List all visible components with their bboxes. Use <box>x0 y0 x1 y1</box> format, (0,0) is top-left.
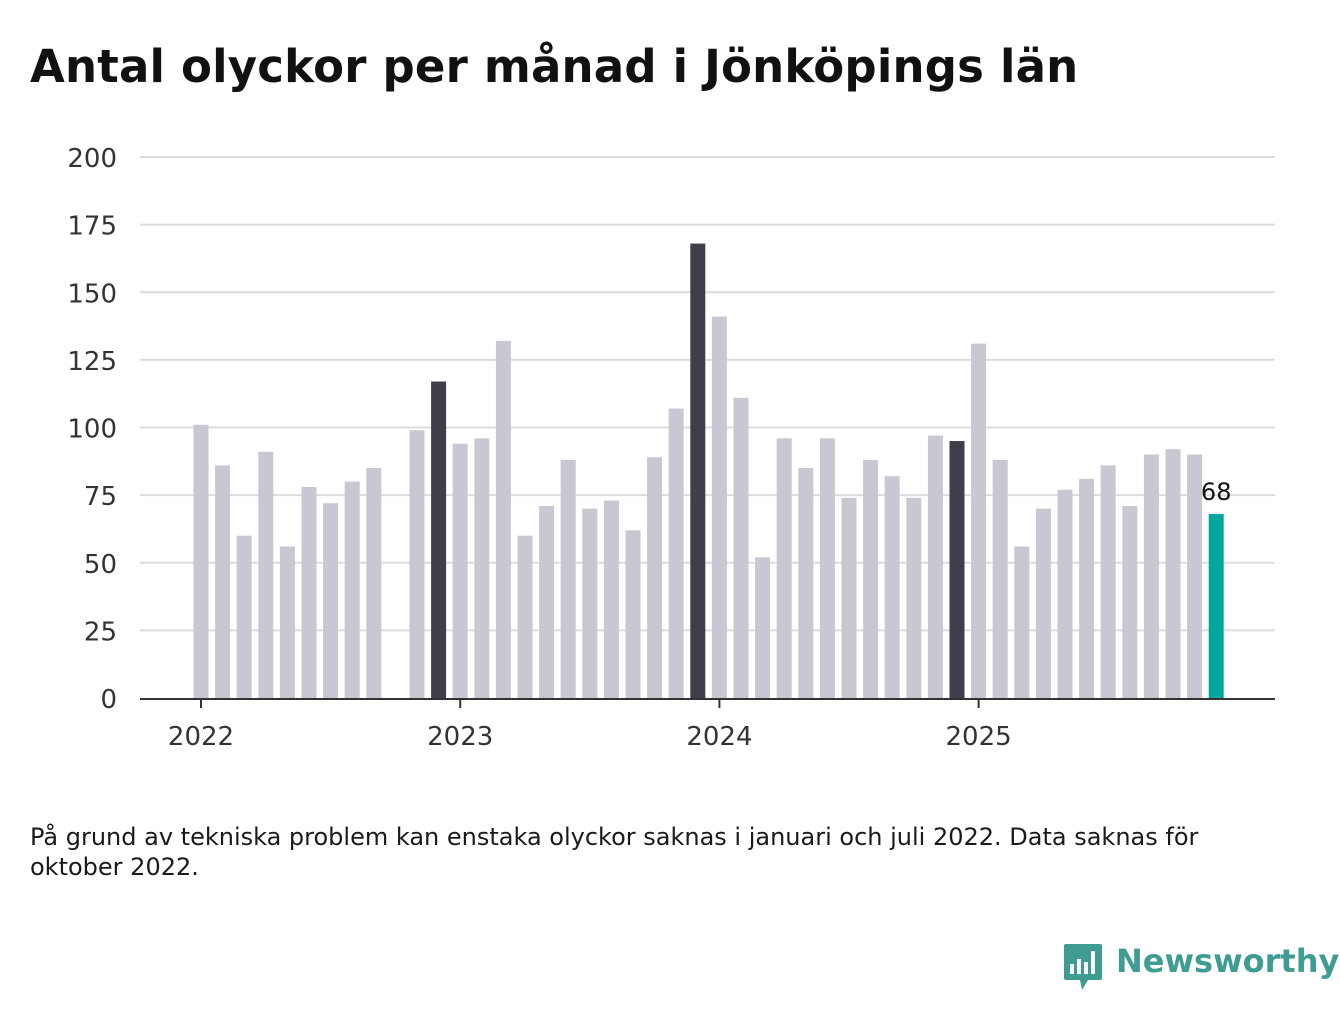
y-tick-label: 200 <box>67 144 117 174</box>
bar-2023-06 <box>560 459 576 698</box>
bar-2022-02 <box>215 465 231 698</box>
bar-2023-07 <box>582 508 598 698</box>
bar-2024-01 <box>711 316 727 698</box>
bar-2022-07 <box>323 503 339 698</box>
y-tick-label: 125 <box>67 347 117 377</box>
bar-2023-12 <box>690 243 706 698</box>
footnote: På grund av tekniska problem kan enstaka… <box>30 823 1199 881</box>
bar-2025-12 <box>1208 514 1224 698</box>
bar-2025-01 <box>971 343 987 698</box>
bar-2024-06 <box>819 438 835 698</box>
bar-2023-11 <box>668 408 684 698</box>
bar-2022-06 <box>301 487 317 698</box>
bar-2024-10 <box>906 497 922 698</box>
bar-2023-08 <box>603 500 619 698</box>
y-tick-label: 150 <box>67 279 117 309</box>
x-tick-label: 2022 <box>168 722 234 752</box>
bar-2025-05 <box>1057 489 1073 698</box>
bar-2025-02 <box>992 459 1008 698</box>
bar-2025-07 <box>1100 465 1116 698</box>
bar-2023-01 <box>452 443 468 698</box>
x-tick-label: 2023 <box>427 722 493 752</box>
bar-2024-02 <box>733 397 749 698</box>
bar-2025-11 <box>1187 454 1203 698</box>
bar-2023-03 <box>495 340 511 698</box>
bar-2023-09 <box>625 530 641 698</box>
chart-title: Antal olyckor per månad i Jönköpings län <box>30 40 1079 93</box>
bar-2024-09 <box>884 476 900 698</box>
bar-2024-04 <box>776 438 792 698</box>
bar-2024-05 <box>798 468 814 698</box>
bar-2023-10 <box>647 457 663 698</box>
bar-2023-05 <box>539 505 555 698</box>
bar-2022-08 <box>344 481 360 698</box>
bar-2022-05 <box>279 546 295 698</box>
y-tick-label: 175 <box>67 212 117 242</box>
x-tick-label: 2024 <box>686 722 752 752</box>
y-tick-label: 0 <box>100 685 117 715</box>
bar-2025-06 <box>1079 478 1095 698</box>
bar-2023-04 <box>517 535 533 698</box>
bar-2025-09 <box>1143 454 1159 698</box>
y-tick-label: 25 <box>84 617 117 647</box>
x-tick-label: 2025 <box>946 722 1012 752</box>
bar-2022-04 <box>258 451 274 698</box>
bar-2023-02 <box>474 438 490 698</box>
bar-2024-12 <box>949 441 965 698</box>
latest-value-label: 68 <box>1201 478 1232 506</box>
bar-2022-11 <box>409 430 425 698</box>
bar-2025-08 <box>1122 505 1138 698</box>
bar-2025-04 <box>1035 508 1051 698</box>
bar-2025-03 <box>1014 546 1030 698</box>
bar-chart: 0 25 50 75 100 125 150 175 200 2022 2023 2024 2025 68 <box>67 144 1275 752</box>
bar-2022-03 <box>236 535 252 698</box>
bar-2022-12 <box>431 381 447 698</box>
bar-2024-08 <box>863 459 879 698</box>
bar-2024-03 <box>755 557 771 698</box>
y-tick-label: 75 <box>84 482 117 512</box>
brand-name: Newsworthy <box>1116 942 1340 980</box>
newsworthy-logo-icon <box>1064 944 1102 990</box>
newsworthy-logo[interactable]: Newsworthy <box>1062 940 1339 996</box>
bar-2025-10 <box>1165 449 1181 698</box>
y-tick-label: 100 <box>67 415 117 445</box>
bar-2024-11 <box>927 435 943 698</box>
y-tick-label: 50 <box>84 550 117 580</box>
bar-2024-07 <box>841 497 857 698</box>
bar-2022-01 <box>193 424 209 698</box>
bar-2022-09 <box>366 468 382 698</box>
